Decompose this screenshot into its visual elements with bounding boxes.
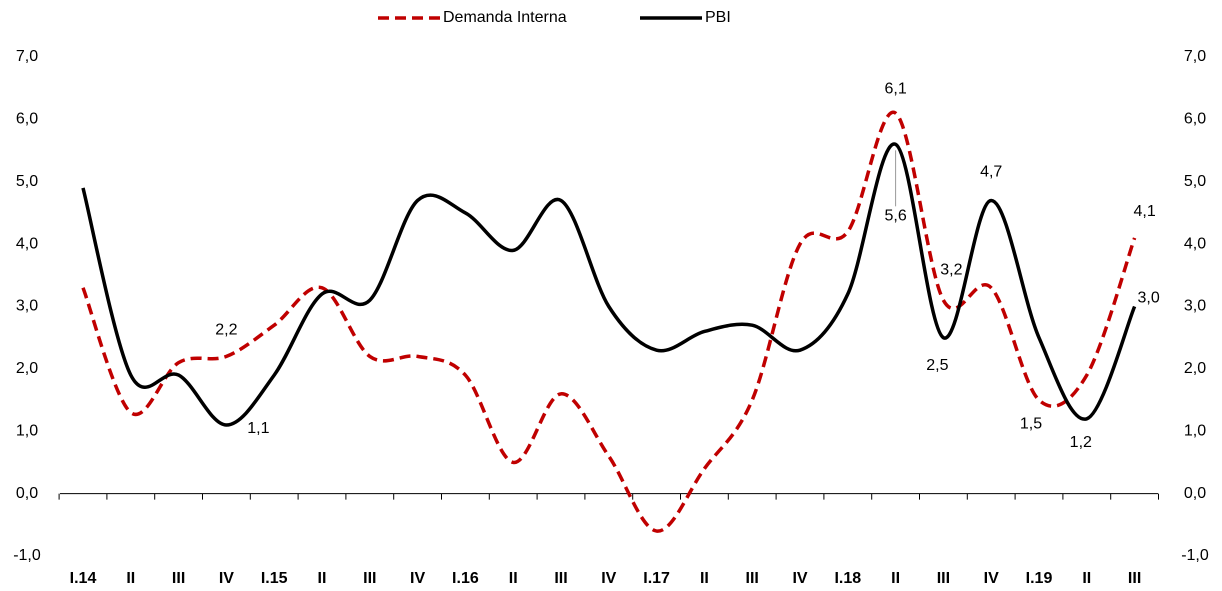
data-label: 5,6 xyxy=(884,208,906,225)
data-label: 1,2 xyxy=(1070,434,1092,451)
x-tick-label: IV xyxy=(984,570,999,587)
x-tick-label: IV xyxy=(219,570,234,587)
data-label: 4,1 xyxy=(1133,203,1155,220)
x-tick-label: III xyxy=(937,570,950,587)
data-label: 1,5 xyxy=(1020,415,1042,432)
x-tick-label: II xyxy=(700,570,709,587)
series-line xyxy=(81,110,1137,533)
data-label: 1,1 xyxy=(247,420,269,437)
x-tick-label: I.15 xyxy=(261,570,288,587)
data-label: 3,2 xyxy=(940,261,962,278)
y2-tick-label: 3,0 xyxy=(1184,298,1206,315)
y-tick-label: 5,0 xyxy=(16,173,38,190)
y2-tick-label: 2,0 xyxy=(1184,360,1206,377)
x-tick-label: III xyxy=(172,570,185,587)
x-tick-label: IV xyxy=(601,570,616,587)
y2-tick-label: 7,0 xyxy=(1184,48,1206,65)
data-label: 3,0 xyxy=(1137,290,1159,307)
x-tick-label: I.18 xyxy=(834,570,861,587)
x-tick-label: II xyxy=(318,570,327,587)
y2-tick-label: 6,0 xyxy=(1184,111,1206,128)
y-tick-label: 4,0 xyxy=(16,235,38,252)
legend-label: PBI xyxy=(705,9,731,26)
y2-tick-label: 1,0 xyxy=(1184,422,1206,439)
x-tick-label: IV xyxy=(792,570,807,587)
y-tick-label: 7,0 xyxy=(16,48,38,65)
y2-tick-label: 5,0 xyxy=(1184,173,1206,190)
x-tick-label: II xyxy=(891,570,900,587)
y-tick-label: 2,0 xyxy=(16,360,38,377)
y2-tick-label: 4,0 xyxy=(1184,235,1206,252)
x-tick-label: II xyxy=(1082,570,1091,587)
x-tick-label: IV xyxy=(410,570,425,587)
legend-label: Demanda Interna xyxy=(443,9,567,26)
x-tick-label: II xyxy=(509,570,518,587)
x-tick-label: III xyxy=(554,570,567,587)
y-tick-label: 1,0 xyxy=(16,422,38,439)
x-tick-label: I.16 xyxy=(452,570,479,587)
y-tick-label: 3,0 xyxy=(16,298,38,315)
x-tick-label: III xyxy=(1128,570,1141,587)
data-label: 2,5 xyxy=(926,357,948,374)
y-tick-label: 0,0 xyxy=(16,485,38,502)
data-label: 4,7 xyxy=(980,164,1002,181)
x-tick-label: I.17 xyxy=(643,570,670,587)
y-tick-label: -1,0 xyxy=(13,547,41,564)
x-tick-label: III xyxy=(363,570,376,587)
x-tick-label: I.14 xyxy=(70,570,97,587)
x-tick-label: I.19 xyxy=(1026,570,1053,587)
y-tick-label: 6,0 xyxy=(16,111,38,128)
y2-tick-label: 0,0 xyxy=(1184,485,1206,502)
x-tick-label: III xyxy=(746,570,759,587)
y2-tick-label: -1,0 xyxy=(1181,547,1209,564)
data-label: 2,2 xyxy=(215,322,237,339)
x-tick-label: II xyxy=(126,570,135,587)
data-label: 6,1 xyxy=(884,80,906,97)
series-line xyxy=(81,142,1137,427)
